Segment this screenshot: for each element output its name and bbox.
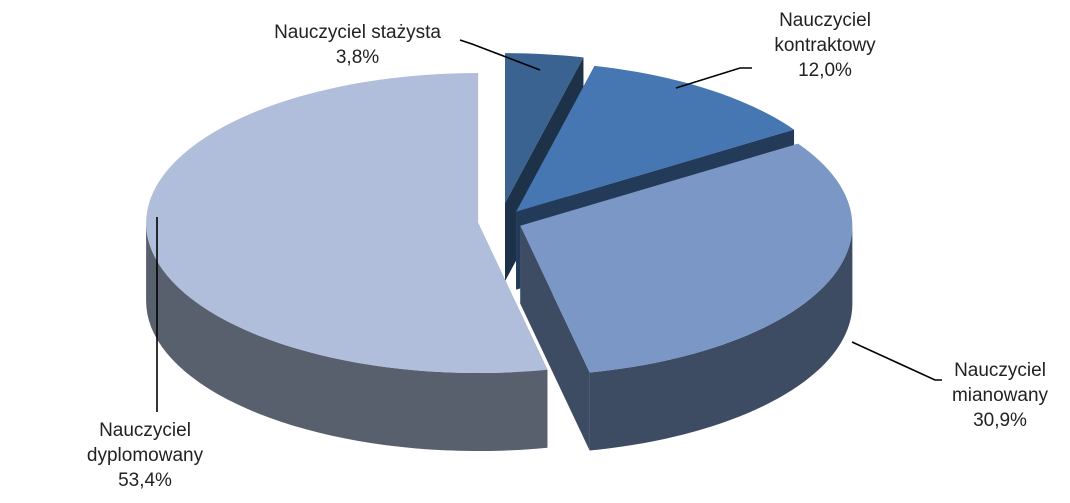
- slice-side-shade: [520, 225, 590, 451]
- category-name: Nauczyciel mianowany: [951, 360, 1049, 406]
- leader-line: [675, 67, 752, 89]
- category-name: Nauczyciel stażysta: [274, 22, 441, 43]
- slice-label: Nauczyciel dyplomowany 53,4%: [60, 418, 230, 493]
- slice-top: [520, 143, 853, 373]
- slice-side-shade: [589, 225, 853, 451]
- slice-side-shade: [146, 223, 548, 452]
- slice-label: Nauczyciel kontraktowy 12,0%: [755, 8, 895, 83]
- value-label: 12,0%: [798, 60, 852, 81]
- slice-label: Nauczyciel stażysta 3,8%: [250, 20, 465, 70]
- category-name: Nauczyciel kontraktowy: [774, 10, 876, 56]
- slice: [520, 143, 853, 451]
- slice-top: [146, 73, 548, 374]
- slice-label: Nauczyciel mianowany 30,9%: [930, 358, 1070, 433]
- category-name: Nauczyciel dyplomowany: [86, 420, 204, 466]
- leader-line: [851, 341, 942, 381]
- slice-top: [516, 65, 795, 212]
- value-label: 30,9%: [973, 410, 1027, 431]
- value-label: 3,8%: [335, 47, 380, 68]
- leader-line: [459, 39, 541, 71]
- slice: [146, 73, 548, 452]
- value-label: 53,4%: [118, 470, 172, 491]
- slice-top: [504, 53, 584, 204]
